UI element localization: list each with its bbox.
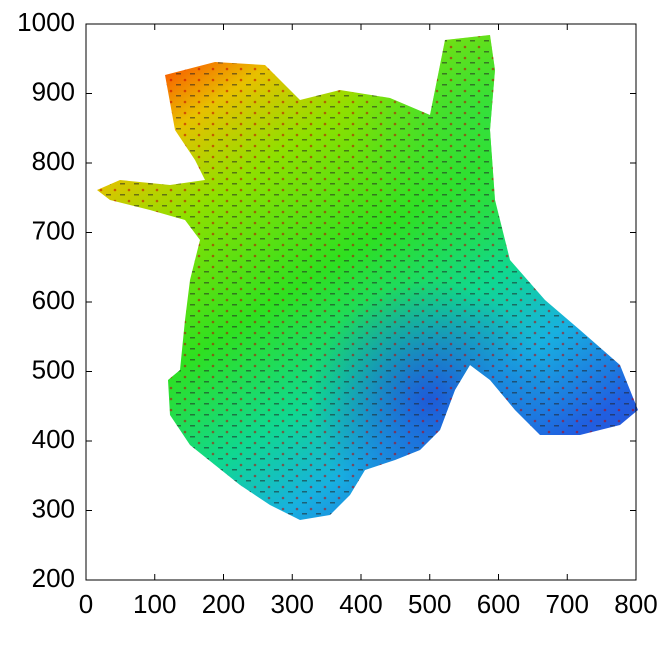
y-tick-label: 300 — [32, 493, 75, 523]
surface — [97, 35, 638, 520]
y-tick-label: 700 — [32, 215, 75, 245]
y-tick-label: 500 — [32, 354, 75, 384]
x-tick-label: 200 — [202, 589, 245, 619]
x-tick-label: 500 — [408, 589, 451, 619]
y-tick-label: 600 — [32, 285, 75, 315]
y-tick-label: 900 — [32, 76, 75, 106]
axes: 0 100 200 300 400 500 600 700 800 200 300 400 500 600… — [17, 7, 658, 619]
y-tick-label: 800 — [32, 146, 75, 176]
x-tick-label: 0 — [79, 589, 93, 619]
x-tick-label: 300 — [271, 589, 314, 619]
x-tick-label: 400 — [339, 589, 382, 619]
y-tick-label: 400 — [32, 424, 75, 454]
x-tick-label: 100 — [133, 589, 176, 619]
x-tick-label: 800 — [614, 589, 657, 619]
x-tick-label: 600 — [477, 589, 520, 619]
y-tick-label: 1000 — [17, 7, 75, 37]
x-tick-label: 700 — [546, 589, 589, 619]
y-tick-label: 200 — [32, 563, 75, 593]
